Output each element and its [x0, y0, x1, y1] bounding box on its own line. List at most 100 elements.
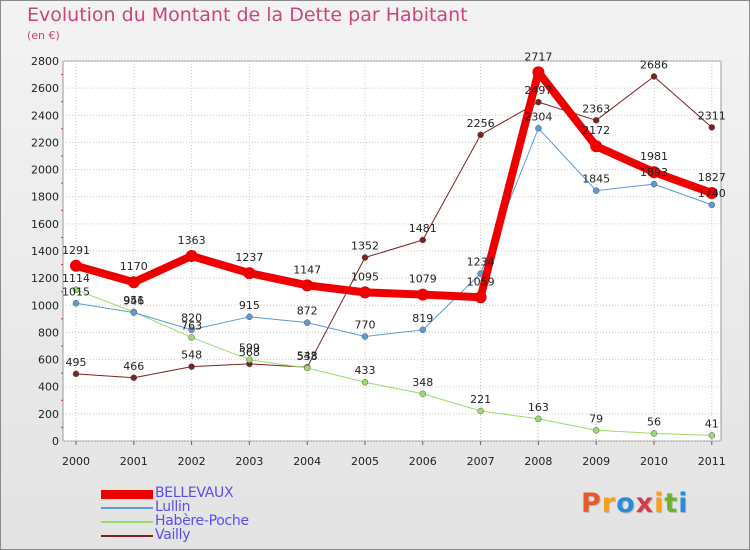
data-label: 1237 [235, 251, 263, 264]
data-point [361, 254, 369, 261]
data-label: 946 [123, 295, 144, 308]
data-label: 495 [66, 356, 87, 369]
data-point [130, 374, 138, 382]
data-point [477, 407, 484, 415]
x-tick-label: 2008 [524, 455, 552, 468]
y-tick-label: 1000 [31, 299, 59, 312]
legend-label: Lullin [155, 499, 191, 515]
data-label: 1234 [467, 256, 495, 269]
data-point [592, 117, 600, 124]
data-label: 2172 [582, 124, 610, 137]
data-label: 915 [239, 299, 260, 312]
y-tick-label: 1600 [31, 218, 59, 231]
data-label: 433 [355, 364, 376, 377]
data-label: 1845 [582, 173, 610, 186]
data-label: 770 [355, 319, 376, 332]
x-tick-label: 2004 [293, 455, 321, 468]
y-tick-label: 200 [38, 408, 59, 421]
data-point [72, 300, 80, 307]
data-label: 1095 [351, 270, 379, 283]
legend-swatch [101, 507, 153, 509]
data-point [650, 180, 658, 188]
data-point [648, 166, 660, 179]
data-point [361, 333, 369, 340]
data-label: 1827 [698, 171, 726, 184]
data-label: 951 [123, 294, 144, 307]
data-point [650, 73, 658, 80]
chart-subtitle: (en €) [27, 29, 60, 42]
y-tick-label: 400 [38, 381, 59, 394]
y-tick-label: 1800 [31, 191, 59, 204]
data-point [70, 259, 82, 272]
data-point [419, 236, 427, 244]
y-tick-label: 800 [38, 326, 59, 339]
data-label: 163 [528, 401, 549, 414]
series-hab-re-poche [72, 286, 716, 439]
proxiti-logo: Proxiti [581, 488, 689, 519]
series-bellevaux [70, 66, 718, 304]
data-label: 1363 [178, 234, 206, 247]
data-point [72, 370, 80, 378]
y-tick-label: 2400 [31, 109, 59, 122]
data-label: 538 [297, 350, 318, 363]
series-line [74, 68, 714, 302]
data-label: 1170 [120, 260, 148, 273]
data-point [419, 326, 427, 334]
x-tick-label: 2011 [698, 455, 726, 468]
data-label: 221 [470, 393, 491, 406]
data-point [532, 66, 545, 79]
data-label: 1079 [409, 273, 437, 286]
data-point [185, 250, 198, 263]
x-tick-label: 2010 [640, 455, 668, 468]
data-label: 1352 [351, 240, 379, 253]
data-point [130, 309, 138, 316]
data-point [535, 415, 542, 423]
series-line [75, 75, 713, 379]
x-tick-label: 2009 [582, 455, 610, 468]
series-line [75, 289, 712, 436]
series-line [75, 127, 712, 337]
data-label: 1059 [467, 275, 495, 288]
data-point [72, 286, 80, 294]
data-label: 1740 [698, 187, 726, 200]
data-point [474, 291, 487, 304]
data-label: 1015 [62, 285, 90, 298]
data-label: 763 [181, 319, 202, 332]
data-point [477, 131, 484, 139]
plot-area [62, 60, 722, 442]
data-point [188, 363, 195, 370]
data-label: 466 [123, 360, 144, 373]
x-tick-label: 2007 [467, 455, 495, 468]
data-label: 2717 [524, 50, 552, 63]
data-point [592, 187, 600, 194]
data-point [243, 267, 256, 280]
data-label: 348 [412, 376, 433, 389]
x-tick-label: 2006 [409, 455, 437, 468]
y-tick-label: 2600 [31, 82, 59, 95]
data-label: 2304 [524, 110, 552, 123]
x-tick-label: 2002 [178, 455, 206, 468]
data-label: 872 [297, 305, 318, 318]
data-point [127, 276, 140, 289]
data-label: 2497 [524, 84, 552, 97]
y-tick-label: 1400 [31, 245, 59, 258]
y-tick-label: 600 [38, 354, 59, 367]
data-point [188, 326, 195, 333]
y-tick-label: 2800 [31, 55, 59, 68]
data-point [359, 286, 371, 299]
x-tick-label: 2001 [120, 455, 148, 468]
data-point [535, 125, 542, 132]
data-point [246, 356, 253, 363]
data-label: 568 [239, 346, 260, 359]
y-tick-label: 1200 [31, 272, 59, 285]
data-point [188, 334, 195, 341]
data-label: 1981 [640, 150, 668, 163]
data-label: 1481 [409, 222, 437, 235]
legend-label: Vailly [155, 527, 191, 543]
data-point [708, 124, 716, 131]
data-point [301, 279, 314, 292]
data-point [303, 364, 311, 372]
data-label: 2686 [640, 58, 668, 71]
